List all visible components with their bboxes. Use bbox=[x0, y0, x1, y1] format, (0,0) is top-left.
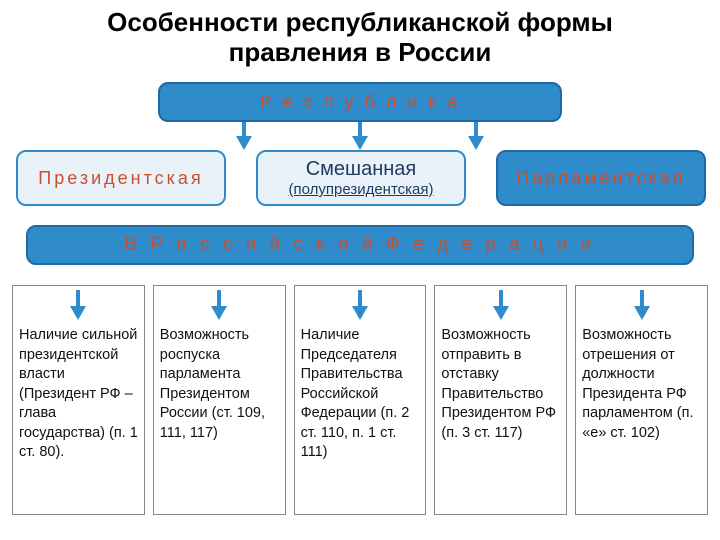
arrow-col-5 bbox=[630, 290, 654, 320]
box-rf: В Р о с с и й с к о й Ф е д е р а ц и и bbox=[26, 225, 694, 265]
columns-container: Наличие сильной президентской власти (Пр… bbox=[12, 285, 708, 515]
box-republic-label: Р е с п у б л и к а bbox=[260, 92, 461, 113]
arrow-col-3 bbox=[348, 290, 372, 320]
box-mixed-main: Смешанная bbox=[306, 158, 417, 181]
box-presidential: Президентская bbox=[16, 150, 226, 206]
box-republic: Р е с п у б л и к а bbox=[158, 82, 562, 122]
box-parliamentary: Парламентская bbox=[496, 150, 706, 206]
column-4-text: Возможность отправить в отставку Правите… bbox=[441, 326, 560, 443]
column-2-text: Возможность роспуска парламента Президен… bbox=[160, 326, 279, 443]
box-mixed: Смешанная (полупрезидентская) bbox=[256, 150, 466, 206]
column-1-text: Наличие сильной президентской власти (Пр… bbox=[19, 326, 138, 463]
column-2: Возможность роспуска парламента Президен… bbox=[153, 285, 286, 515]
box-parliamentary-label: Парламентская bbox=[516, 168, 685, 189]
arrow-republic-left bbox=[232, 122, 256, 150]
arrow-republic-center bbox=[348, 122, 372, 150]
column-3: Наличие Председателя Правительства Росси… bbox=[294, 285, 427, 515]
arrow-col-1 bbox=[66, 290, 90, 320]
box-mixed-sub: (полупрезидентская) bbox=[288, 181, 433, 198]
column-5: Возможность отрешения от должности Прези… bbox=[575, 285, 708, 515]
arrow-republic-right bbox=[464, 122, 488, 150]
box-rf-label: В Р о с с и й с к о й Ф е д е р а ц и и bbox=[124, 234, 595, 256]
column-3-text: Наличие Председателя Правительства Росси… bbox=[301, 326, 420, 463]
arrow-col-2 bbox=[207, 290, 231, 320]
box-presidential-label: Президентская bbox=[38, 168, 203, 189]
page-title: Особенности республиканской формы правле… bbox=[0, 0, 720, 74]
column-5-text: Возможность отрешения от должности Прези… bbox=[582, 326, 701, 443]
arrow-col-4 bbox=[489, 290, 513, 320]
column-1: Наличие сильной президентской власти (Пр… bbox=[12, 285, 145, 515]
column-4: Возможность отправить в отставку Правите… bbox=[434, 285, 567, 515]
